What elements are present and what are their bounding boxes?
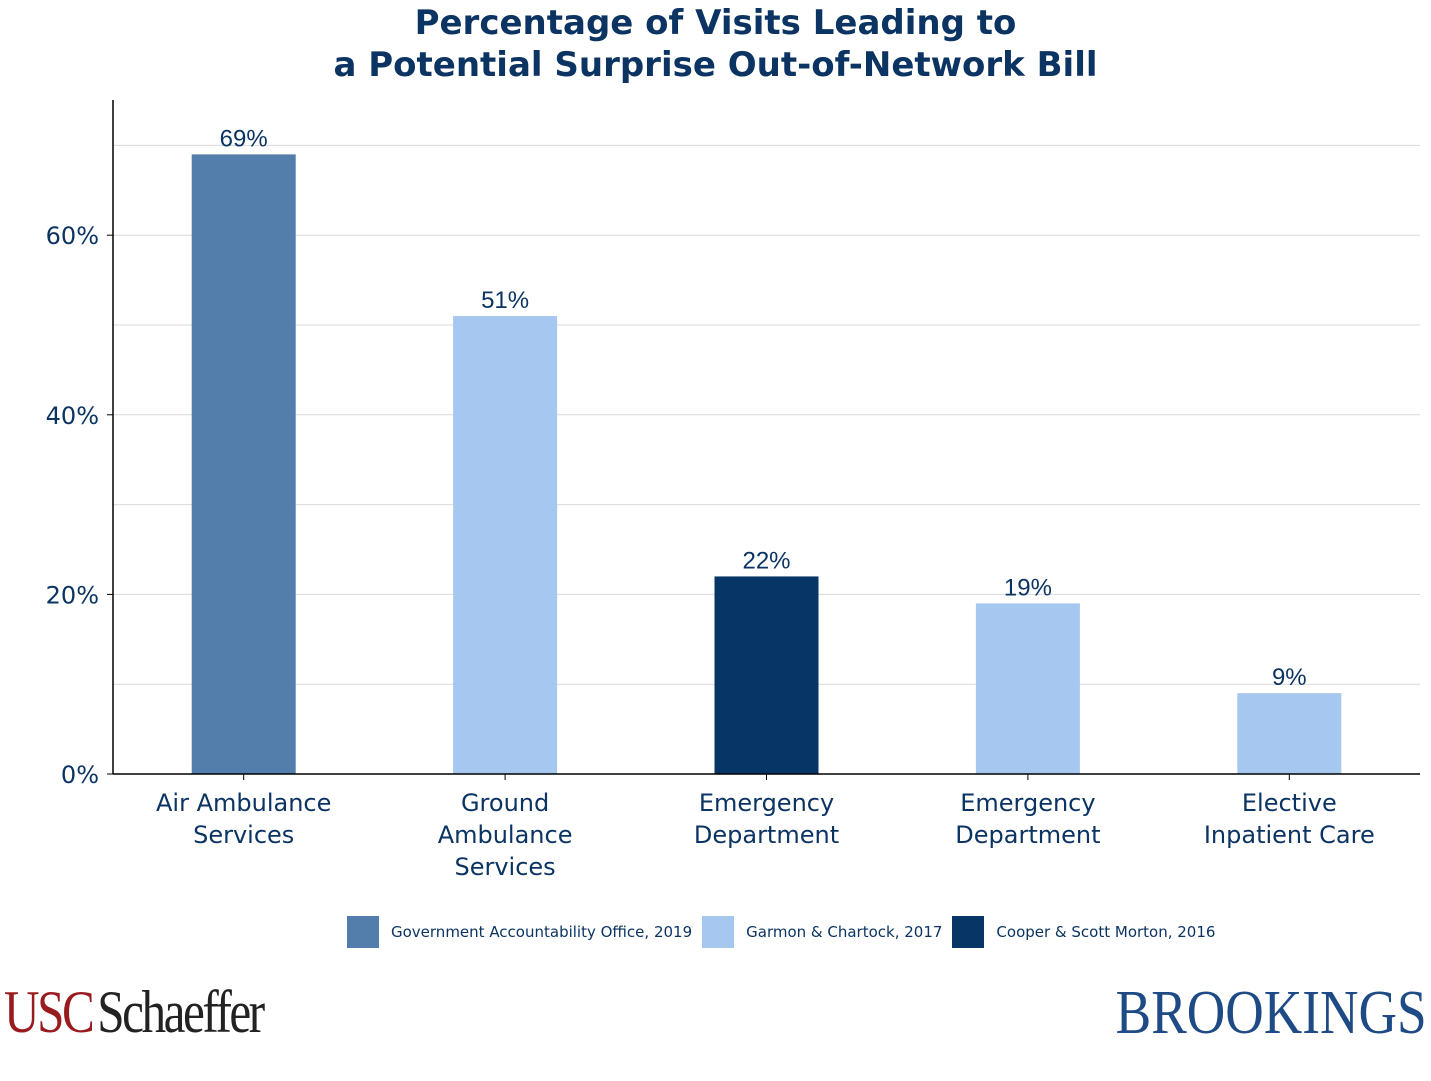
x-tick-label: Emergency xyxy=(699,789,834,817)
legend-item-cooper: Cooper & Scott Morton, 2016 xyxy=(952,916,1215,948)
legend-label: Garmon & Chartock, 2017 xyxy=(746,923,943,941)
legend-item-gao: Government Accountability Office, 2019 xyxy=(347,916,692,948)
x-tick-label: Services xyxy=(193,821,294,849)
x-tick-label: Department xyxy=(955,821,1100,849)
x-tick-label: Department xyxy=(694,821,839,849)
x-tick-label: Air Ambulance xyxy=(156,789,331,817)
chart-title-line-2: a Potential Surprise Out-of-Network Bill xyxy=(333,45,1098,85)
legend-label: Government Accountability Office, 2019 xyxy=(391,923,693,941)
x-tick-label: Elective xyxy=(1242,789,1337,817)
x-tick-label: Ambulance xyxy=(438,821,573,849)
x-tick-label: Emergency xyxy=(960,789,1095,817)
data-label: 9% xyxy=(1272,664,1307,691)
bar xyxy=(453,316,558,774)
bar xyxy=(714,576,819,774)
data-label: 51% xyxy=(481,287,529,314)
legend-item-garmon: Garmon & Chartock, 2017 xyxy=(702,916,942,948)
bar xyxy=(1237,693,1342,774)
legend: Government Accountability Office, 2019 G… xyxy=(347,916,1225,948)
y-tick-label: 60% xyxy=(46,222,99,250)
bar xyxy=(975,603,1080,774)
y-tick-label: 0% xyxy=(61,761,99,789)
legend-swatch xyxy=(952,916,985,948)
usc-schaeffer-logo: USCSchaeffer xyxy=(4,979,265,1045)
legend-swatch xyxy=(702,916,735,948)
brookings-logo: BROOKINGS xyxy=(1115,979,1427,1047)
chart-title-line-1: Percentage of Visits Leading to xyxy=(414,3,1017,43)
chart-title: Percentage of Visits Leading to a Potent… xyxy=(0,2,1431,86)
y-tick-label: 20% xyxy=(46,581,99,609)
data-label: 69% xyxy=(220,125,268,152)
y-tick-label: 40% xyxy=(46,402,99,430)
data-label: 19% xyxy=(1004,574,1052,601)
x-tick-label: Inpatient Care xyxy=(1204,821,1375,849)
bar xyxy=(191,154,296,774)
data-label: 22% xyxy=(742,547,790,574)
x-tick-label: Services xyxy=(454,853,555,881)
legend-label: Cooper & Scott Morton, 2016 xyxy=(996,923,1216,941)
legend-swatch xyxy=(347,916,379,948)
x-tick-label: Ground xyxy=(461,789,549,817)
